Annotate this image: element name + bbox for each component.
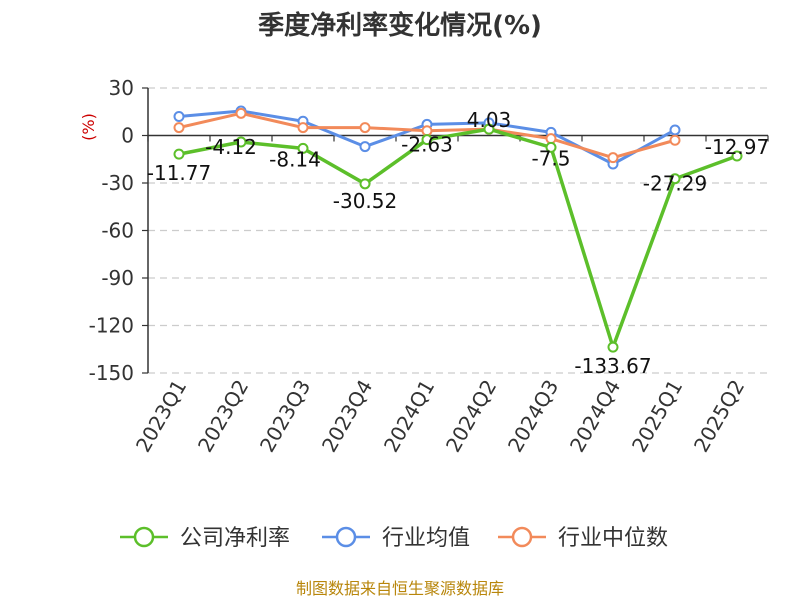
y-tick-label: 30: [109, 76, 134, 100]
data-label: -12.97: [705, 135, 769, 159]
x-tick-label: 2024Q1: [379, 376, 439, 457]
data-label: -133.67: [574, 354, 651, 378]
y-tick-label: -150: [89, 361, 134, 385]
data-point: [235, 107, 247, 119]
data-label: -8.14: [269, 147, 321, 171]
series-line-0: [178, 127, 738, 349]
data-label: -27.29: [643, 172, 707, 196]
y-axis-unit: (%): [79, 113, 98, 141]
data-point: [359, 122, 371, 134]
data-point: [297, 122, 309, 134]
data-point: [173, 111, 185, 122]
data-label: 4.03: [467, 108, 512, 132]
x-tick-label: 2023Q4: [317, 376, 377, 457]
data-label: -4.12: [205, 135, 257, 159]
source-note: 制图数据来自恒生聚源数据库: [296, 579, 504, 598]
legend-marker: [335, 526, 357, 548]
data-point: [669, 173, 681, 185]
x-tick-label: 2024Q2: [441, 376, 501, 457]
x-tick-label: 2024Q3: [503, 376, 563, 457]
data-point: [545, 141, 557, 153]
legend-label: 行业均值: [382, 526, 470, 551]
legend-marker: [133, 526, 155, 548]
data-point: [731, 150, 743, 162]
legend-marker: [511, 526, 533, 548]
x-tick-label: 2025Q2: [689, 376, 749, 457]
y-tick-label: 0: [121, 124, 134, 148]
data-point: [421, 134, 433, 146]
y-tick-label: -60: [101, 219, 134, 243]
data-point: [483, 123, 495, 135]
y-tick-label: -90: [101, 266, 134, 290]
data-point: [173, 122, 185, 134]
legend-label: 行业中位数: [558, 526, 668, 551]
x-tick-label: 2023Q2: [193, 376, 253, 457]
data-point: [607, 152, 619, 164]
data-point: [545, 133, 557, 145]
data-label: -30.52: [333, 189, 397, 213]
data-label: -11.77: [147, 161, 211, 185]
x-tick-label: 2024Q4: [565, 376, 625, 457]
y-tick-label: -30: [101, 171, 134, 195]
x-tick-label: 2023Q3: [255, 376, 315, 457]
data-point: [235, 136, 247, 148]
x-tick-label: 2023Q1: [131, 376, 191, 457]
data-point: [359, 141, 371, 153]
data-point: [173, 148, 185, 160]
x-tick-label: 2025Q1: [627, 376, 687, 457]
y-tick-label: -120: [89, 314, 134, 338]
data-point: [669, 134, 681, 146]
data-point: [607, 341, 619, 353]
data-point: [669, 124, 681, 136]
data-label: -7.5: [531, 146, 570, 170]
data-point: [359, 178, 371, 190]
legend-label: 公司净利率: [180, 526, 290, 551]
chart-title: 季度净利率变化情况(%): [258, 10, 542, 41]
data-label: -2.63: [401, 133, 453, 157]
data-point: [297, 142, 309, 154]
